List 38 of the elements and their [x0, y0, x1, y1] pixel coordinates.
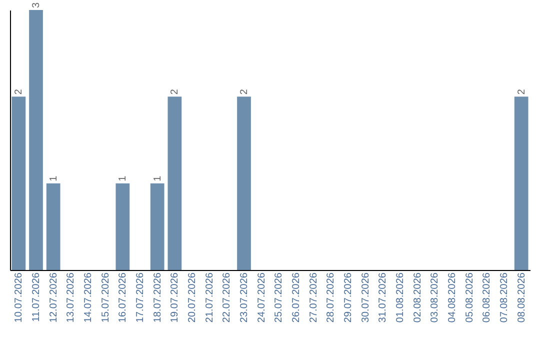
- x-tick-label: 12.07.2026: [48, 272, 60, 323]
- x-tick-label: 21.07.2026: [204, 272, 216, 323]
- x-tick-label: 02.08.2026: [412, 272, 424, 323]
- x-tick-label: 17.07.2026: [135, 272, 146, 323]
- x-tick-label: 03.08.2026: [430, 272, 441, 323]
- x-tick-label: 30.07.2026: [360, 272, 372, 323]
- data-label: 2: [170, 88, 181, 95]
- x-tick-label: 16.07.2026: [118, 272, 129, 323]
- x-tick-label: 01.08.2026: [395, 272, 406, 323]
- x-tick-label: 24.07.2026: [256, 272, 268, 323]
- x-tick-label: 11.07.2026: [31, 272, 42, 322]
- x-tick-label: 18.07.2026: [152, 272, 164, 323]
- x-tick-label: 04.08.2026: [447, 272, 458, 323]
- x-tick-label: 14.07.2026: [83, 272, 94, 323]
- x-tick-label: 22.07.2026: [222, 272, 233, 323]
- x-tick-label: 23.07.2026: [239, 272, 250, 323]
- x-tick-label: 27.07.2026: [308, 272, 320, 323]
- x-tick-label: 31.07.2026: [378, 272, 389, 323]
- x-tick-label: 20.07.2026: [187, 272, 198, 323]
- x-tick-label: 08.08.2026: [516, 272, 528, 323]
- data-label: 1: [152, 175, 164, 182]
- x-tick-label: 26.07.2026: [291, 272, 302, 323]
- x-tick-label: 29.07.2026: [343, 272, 354, 323]
- x-tick-label: 06.08.2026: [482, 272, 493, 323]
- x-tick-label: 19.07.2026: [170, 272, 181, 323]
- x-tick-label: 15.07.2026: [100, 272, 112, 323]
- data-label: 2: [239, 88, 250, 95]
- data-label: 1: [48, 175, 60, 182]
- x-tick-label: 13.07.2026: [66, 272, 77, 323]
- x-tick-label: 05.08.2026: [464, 272, 476, 323]
- data-label: 2: [516, 88, 528, 95]
- x-tick-label: 28.07.2026: [326, 272, 337, 323]
- x-tick-label: 10.07.2026: [14, 272, 25, 323]
- data-label: 1: [118, 175, 129, 182]
- data-label: 3: [31, 2, 42, 8]
- data-label: 2: [14, 88, 25, 95]
- x-tick-label: 25.07.2026: [274, 272, 285, 323]
- x-tick-label: 07.08.2026: [499, 272, 510, 323]
